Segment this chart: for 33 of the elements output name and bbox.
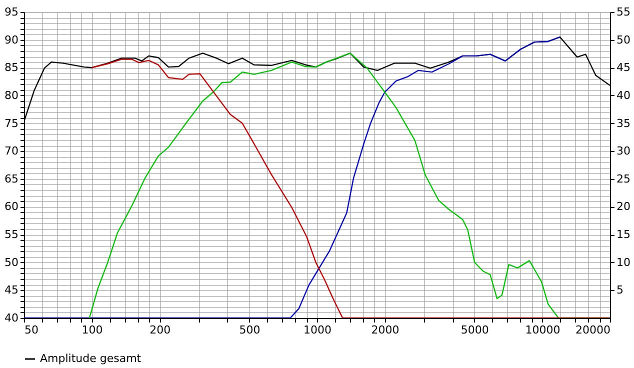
y2-tick-label: 55 [616, 6, 630, 18]
x-tick-label: 10000 [525, 324, 560, 336]
y-tick-label: 50 [4, 256, 18, 269]
y2-tick-label: 50 [616, 33, 630, 46]
y-tick-label: 70 [4, 144, 18, 158]
y-tick-label: 85 [4, 61, 18, 74]
y2-tick-label: 30 [616, 144, 630, 158]
legend-label: Amplitude gesamt [40, 352, 142, 365]
x-tick-label: 100 [82, 324, 103, 336]
y-tick-label: 95 [4, 6, 18, 18]
y2-tick-label: 40 [616, 88, 630, 102]
y-tick-label: 65 [4, 172, 18, 186]
y-tick-label: 75 [4, 116, 18, 130]
y-tick-label: 60 [4, 200, 18, 214]
y2-tick-label: 25 [616, 172, 630, 186]
x-tick-label: 200 [150, 324, 171, 336]
y2-tick-label: 15 [616, 228, 630, 242]
y2-tick-label: 10 [616, 256, 630, 269]
y2-tick-label: 20 [616, 200, 630, 214]
y2-tick-label: 45 [616, 61, 630, 74]
y-tick-label: 40 [4, 312, 18, 324]
y-tick-label: 80 [4, 88, 18, 102]
x-tick-label: 50 [24, 324, 38, 336]
x-tick-label: 5000 [460, 324, 489, 336]
x-tick-label: 20000 [576, 324, 610, 336]
y2-tick-label: 35 [616, 116, 630, 130]
y2-tick-label: 5 [616, 284, 624, 297]
y-tick-label: 55 [4, 228, 18, 242]
y-tick-label: 90 [4, 33, 18, 46]
x-tick-label: 500 [239, 324, 260, 336]
y-tick-label: 45 [4, 284, 18, 297]
x-tick-label: 2000 [371, 324, 400, 336]
x-tick-label: 1000 [304, 324, 332, 336]
